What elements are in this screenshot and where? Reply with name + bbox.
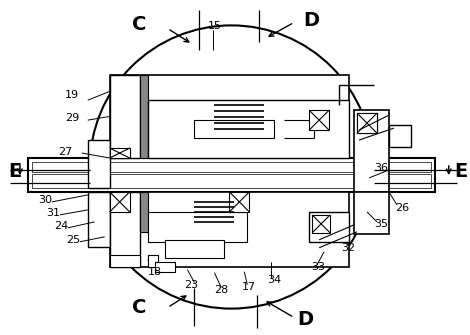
Text: 29: 29: [65, 113, 79, 123]
Bar: [88, 140, 110, 188]
Bar: [312, 215, 330, 233]
Bar: [140, 75, 148, 158]
Bar: [357, 113, 377, 133]
Bar: [110, 75, 349, 158]
Text: C: C: [133, 15, 147, 34]
Bar: [110, 192, 349, 267]
Text: C: C: [133, 298, 147, 317]
Text: 31: 31: [46, 208, 60, 218]
Text: 30: 30: [38, 195, 52, 205]
Bar: [354, 110, 389, 192]
Bar: [88, 192, 110, 247]
Text: 15: 15: [207, 21, 221, 31]
Bar: [229, 192, 249, 212]
Bar: [148, 100, 349, 158]
Text: 23: 23: [185, 280, 199, 290]
Text: 26: 26: [395, 203, 409, 213]
Bar: [110, 192, 140, 267]
Text: 25: 25: [66, 235, 80, 245]
Bar: [357, 113, 377, 133]
Circle shape: [90, 25, 373, 309]
Text: 35: 35: [374, 219, 388, 229]
Bar: [155, 262, 174, 272]
Bar: [32, 174, 431, 188]
Text: E: E: [8, 162, 21, 182]
Bar: [110, 75, 140, 158]
Text: D: D: [303, 11, 319, 30]
Text: D: D: [297, 310, 313, 329]
Text: 19: 19: [65, 90, 79, 100]
Text: 34: 34: [267, 275, 282, 285]
Text: 32: 32: [341, 243, 355, 253]
Bar: [110, 192, 130, 212]
Bar: [148, 255, 157, 267]
Bar: [195, 120, 274, 138]
Bar: [32, 162, 431, 172]
Text: 18: 18: [148, 267, 162, 277]
Text: 28: 28: [214, 285, 229, 295]
Text: 24: 24: [54, 221, 68, 231]
Bar: [309, 212, 349, 242]
Bar: [389, 125, 411, 147]
Bar: [140, 192, 148, 232]
Bar: [28, 158, 435, 192]
Bar: [110, 148, 130, 158]
Bar: [354, 192, 389, 234]
Text: 27: 27: [58, 147, 72, 157]
Bar: [110, 255, 140, 267]
Text: E: E: [455, 162, 468, 182]
Text: 33: 33: [311, 262, 325, 272]
Text: 17: 17: [241, 282, 256, 292]
Bar: [164, 240, 224, 258]
Text: 36: 36: [374, 163, 388, 173]
Bar: [309, 110, 329, 130]
Bar: [148, 212, 247, 242]
